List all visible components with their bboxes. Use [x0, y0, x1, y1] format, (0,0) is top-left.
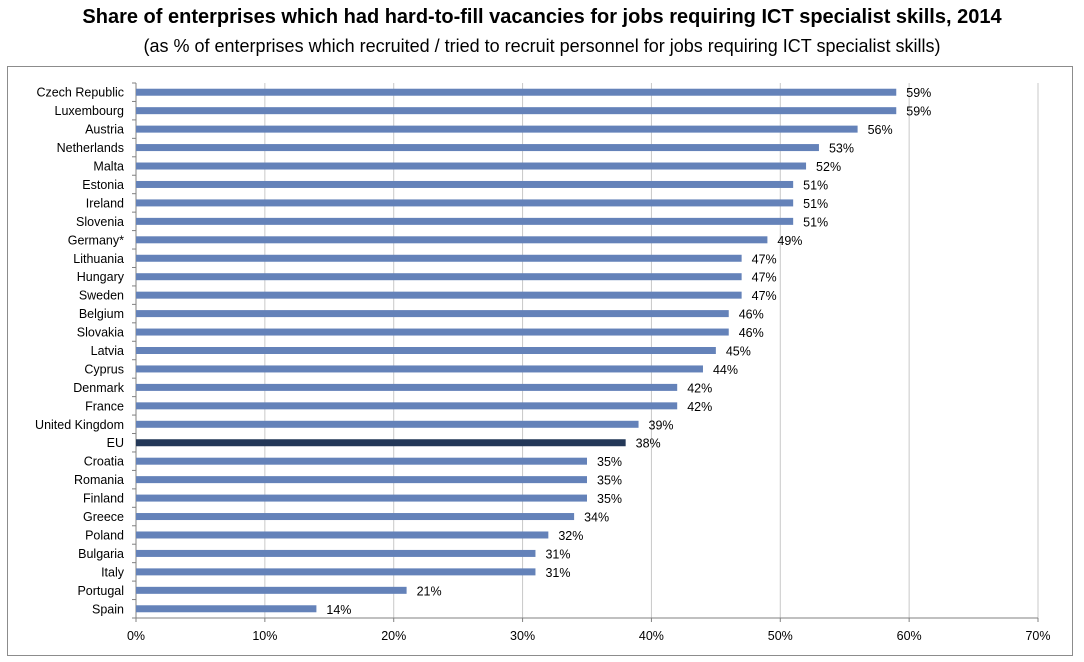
data-label: 46% [739, 308, 764, 322]
category-label: Portugal [77, 584, 124, 598]
bar [136, 420, 639, 428]
bar [136, 236, 768, 244]
data-label: 59% [906, 105, 931, 119]
category-label: Lithuania [73, 252, 124, 266]
data-label: 56% [868, 123, 893, 137]
data-label: 52% [816, 160, 841, 174]
data-label: 38% [636, 437, 661, 451]
data-label: 51% [803, 178, 828, 192]
category-label: Italy [101, 565, 125, 579]
category-label: Estonia [82, 178, 124, 192]
data-label: 46% [739, 326, 764, 340]
data-label: 21% [417, 584, 442, 598]
x-tick-label: 10% [252, 629, 277, 643]
category-label: France [85, 399, 124, 413]
data-label: 35% [597, 492, 622, 506]
data-label: 44% [713, 363, 738, 377]
data-label: 35% [597, 474, 622, 488]
data-label: 31% [545, 547, 570, 561]
category-label: Latvia [91, 344, 124, 358]
category-label: United Kingdom [35, 418, 124, 432]
bar [136, 254, 742, 262]
data-label: 47% [752, 252, 777, 266]
data-label: 31% [545, 566, 570, 580]
data-label: 14% [326, 603, 351, 617]
x-tick-label: 0% [127, 629, 145, 643]
bar [136, 365, 703, 373]
data-label: 39% [649, 418, 674, 432]
bar [136, 586, 407, 594]
data-label: 47% [752, 271, 777, 285]
chart-frame [7, 66, 1073, 656]
data-label: 45% [726, 345, 751, 359]
category-label: Greece [83, 510, 124, 524]
bar [136, 162, 807, 170]
x-tick-label: 70% [1025, 629, 1050, 643]
bar [136, 439, 626, 447]
category-label: Czech Republic [36, 86, 124, 100]
bar [136, 199, 794, 207]
category-label: Ireland [86, 196, 124, 210]
bar [136, 107, 897, 115]
data-label: 34% [584, 511, 609, 525]
bar [136, 273, 742, 281]
bar [136, 310, 729, 318]
category-label: Netherlands [57, 141, 124, 155]
category-label: Cyprus [84, 362, 124, 376]
data-label: 47% [752, 289, 777, 303]
bar [136, 531, 549, 539]
category-label: Slovenia [76, 215, 124, 229]
bar [136, 347, 716, 354]
bar [136, 568, 536, 576]
bar [136, 125, 858, 133]
bar [136, 328, 729, 336]
chart-subtitle: (as % of enterprises which recruited / t… [143, 36, 941, 56]
data-label: 32% [558, 529, 583, 543]
bar [136, 549, 536, 557]
category-label: Malta [93, 160, 124, 174]
data-label: 59% [906, 86, 931, 100]
bar [136, 383, 678, 391]
category-label: Denmark [73, 381, 124, 395]
data-label: 42% [687, 400, 712, 414]
category-label: Finland [83, 492, 124, 506]
x-tick-label: 60% [897, 629, 922, 643]
data-label: 51% [803, 215, 828, 229]
data-label: 42% [687, 381, 712, 395]
category-label: Belgium [79, 307, 124, 321]
bar [136, 144, 819, 152]
category-label: Bulgaria [78, 547, 124, 561]
data-label: 53% [829, 142, 854, 156]
bar [136, 180, 794, 188]
category-label: Sweden [79, 289, 124, 303]
bar [136, 457, 587, 465]
x-tick-label: 50% [768, 629, 793, 643]
bar [136, 476, 587, 484]
data-label: 35% [597, 455, 622, 469]
bar [136, 513, 575, 521]
x-tick-label: 40% [639, 629, 664, 643]
bar [136, 402, 678, 410]
data-label: 49% [777, 234, 802, 248]
x-tick-label: 20% [381, 629, 406, 643]
data-label: 51% [803, 197, 828, 211]
category-label: EU [107, 436, 124, 450]
category-label: Hungary [77, 270, 125, 284]
bar [136, 217, 794, 225]
category-label: Slovakia [77, 326, 124, 340]
category-label: Spain [92, 602, 124, 616]
category-label: Romania [74, 473, 124, 487]
category-label: Croatia [84, 455, 124, 469]
bar [136, 494, 587, 502]
x-tick-label: 30% [510, 629, 535, 643]
category-label: Austria [85, 123, 124, 137]
category-label: Poland [85, 528, 124, 542]
bar [136, 88, 897, 96]
category-label: Luxembourg [55, 104, 125, 118]
bar [136, 605, 317, 613]
category-label: Germany* [68, 233, 124, 247]
bar [136, 291, 742, 299]
chart-title: Share of enterprises which had hard-to-f… [82, 6, 1002, 28]
